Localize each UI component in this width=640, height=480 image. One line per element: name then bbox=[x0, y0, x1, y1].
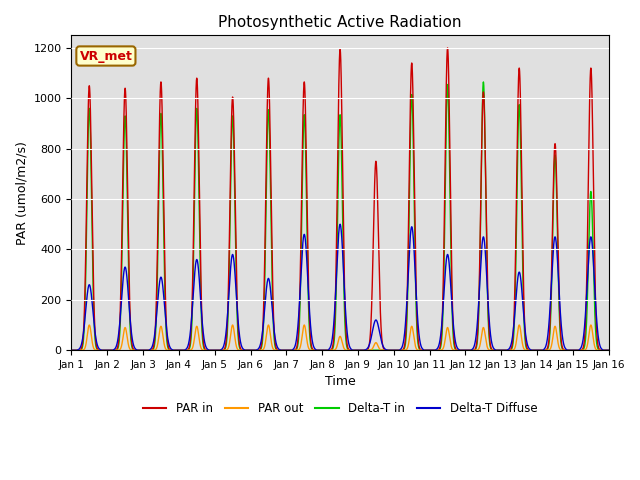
Delta-T in bbox=[182, 348, 190, 353]
PAR in bbox=[444, 45, 451, 51]
Y-axis label: PAR (umol/m2/s): PAR (umol/m2/s) bbox=[15, 141, 28, 245]
PAR out bbox=[269, 345, 276, 350]
Line: PAR out: PAR out bbox=[72, 325, 609, 350]
PAR out bbox=[414, 347, 422, 353]
Delta-T Diffuse bbox=[269, 311, 276, 316]
PAR out bbox=[85, 322, 93, 328]
Delta-T in bbox=[269, 297, 276, 303]
PAR out bbox=[605, 348, 612, 353]
PAR in bbox=[491, 348, 499, 353]
Delta-T Diffuse bbox=[605, 348, 612, 353]
PAR out bbox=[182, 348, 190, 353]
X-axis label: Time: Time bbox=[324, 375, 355, 388]
PAR in bbox=[177, 348, 184, 353]
PAR in bbox=[603, 348, 611, 353]
Legend: PAR in, PAR out, Delta-T in, Delta-T Diffuse: PAR in, PAR out, Delta-T in, Delta-T Dif… bbox=[138, 397, 542, 420]
Line: PAR in: PAR in bbox=[72, 48, 609, 350]
PAR in bbox=[182, 347, 190, 353]
Delta-T in bbox=[491, 348, 499, 353]
PAR out bbox=[491, 348, 499, 353]
Delta-T in bbox=[177, 348, 184, 353]
Line: Delta-T in: Delta-T in bbox=[72, 82, 609, 350]
Delta-T Diffuse bbox=[68, 348, 76, 353]
Delta-T in bbox=[479, 79, 487, 85]
PAR out bbox=[68, 348, 76, 353]
PAR out bbox=[603, 348, 611, 353]
Line: Delta-T Diffuse: Delta-T Diffuse bbox=[72, 224, 609, 350]
PAR in bbox=[68, 348, 76, 353]
Delta-T Diffuse bbox=[182, 346, 190, 352]
Delta-T Diffuse bbox=[414, 323, 422, 328]
Delta-T in bbox=[68, 348, 76, 353]
Delta-T Diffuse bbox=[491, 347, 499, 352]
PAR in bbox=[605, 348, 612, 353]
Delta-T in bbox=[605, 348, 612, 353]
Delta-T Diffuse bbox=[336, 221, 344, 227]
Text: VR_met: VR_met bbox=[79, 49, 132, 62]
Delta-T in bbox=[603, 348, 611, 353]
PAR in bbox=[269, 277, 276, 283]
Title: Photosynthetic Active Radiation: Photosynthetic Active Radiation bbox=[218, 15, 462, 30]
PAR in bbox=[414, 336, 422, 341]
PAR out bbox=[177, 348, 184, 353]
Delta-T in bbox=[414, 341, 422, 347]
Delta-T Diffuse bbox=[603, 348, 611, 353]
Delta-T Diffuse bbox=[177, 348, 184, 353]
